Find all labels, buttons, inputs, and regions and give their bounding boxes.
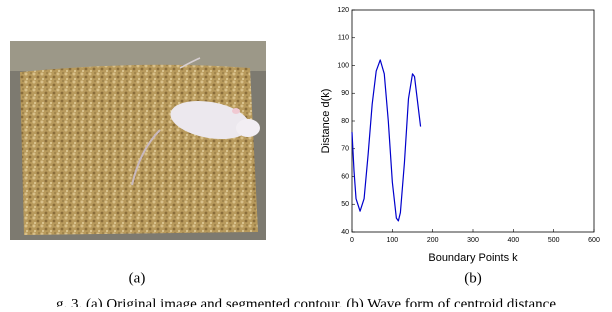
- y-tick-label: 120: [337, 7, 349, 14]
- y-tick-label: 70: [341, 146, 349, 153]
- caption-b: (b): [464, 270, 482, 286]
- y-axis-label: Distance d(k): [320, 89, 332, 154]
- figure: (a) (b) g. 3. (a) Original image and seg…: [0, 0, 612, 307]
- y-tick-label: 100: [337, 62, 349, 69]
- y-tick-label: 110: [338, 35, 349, 42]
- page: {"chart_data": {"type": "line", "xlabel"…: [0, 0, 612, 307]
- x-tick-label: 600: [588, 237, 600, 244]
- photo: [10, 41, 266, 240]
- y-tick-label: 50: [341, 201, 349, 208]
- x-tick-label: 300: [467, 237, 479, 244]
- y-tick-label: 40: [341, 229, 349, 236]
- y-tick-label: 80: [341, 118, 349, 125]
- x-axis-label: Boundary Points k: [428, 252, 518, 264]
- caption-a: (a): [129, 270, 146, 286]
- x-tick-label: 200: [427, 237, 439, 244]
- y-tick-label: 60: [341, 173, 349, 180]
- x-tick-label: 400: [507, 237, 519, 244]
- data-line: [352, 60, 421, 221]
- x-tick-label: 100: [386, 237, 398, 244]
- x-tick-label: 0: [350, 237, 354, 244]
- x-tick-label: 500: [548, 237, 560, 244]
- y-tick-label: 90: [341, 90, 349, 97]
- figure-caption: g. 3. (a) Original image and segmented c…: [56, 296, 556, 307]
